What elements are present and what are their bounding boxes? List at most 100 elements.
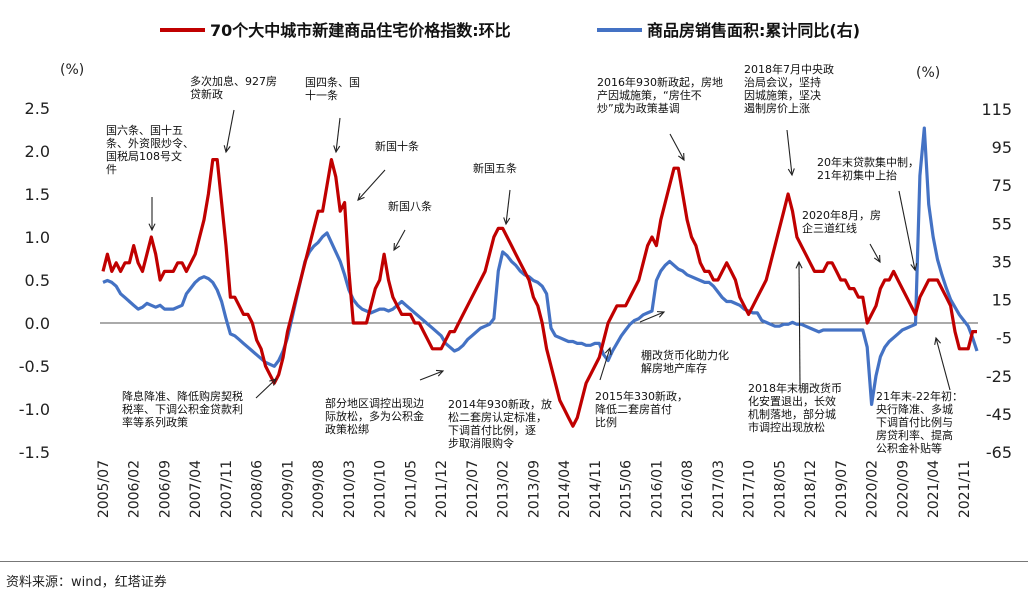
annotation-arrow (599, 347, 611, 381)
annotation-line: 化安置退出，长效 (748, 394, 836, 408)
annotation-line: 房贷利率、提高 (876, 428, 953, 442)
annotation-line: 新国八条 (388, 199, 432, 213)
x-tick-label: 2013/02 (496, 460, 512, 518)
annotation-line: 炒”成为政策基调 (597, 101, 680, 115)
annotation-line: 十一条 (305, 88, 338, 102)
x-tick-label: 2017/03 (711, 460, 727, 518)
left-tick-label: 2.0 (25, 142, 50, 161)
annotation-arrowhead (787, 168, 795, 177)
annotation: 20年末贷款集中制，21年初集中上抬 (817, 155, 919, 272)
annotation-arrow (898, 190, 916, 271)
legend-label-sales-area: 商品房销售面积:累计同比(右) (647, 21, 860, 40)
annotation-line: 21年初集中上抬 (817, 168, 897, 182)
annotation-arrowhead (333, 145, 341, 154)
annotation-line: 2018年7月中央政 (744, 62, 834, 76)
right-tick-label: -45 (986, 405, 1012, 424)
series-line-sales-area (102, 126, 979, 406)
x-tick-label: 2013/09 (526, 460, 542, 518)
annotation-line: 多次加息、927房 (190, 74, 277, 88)
left-tick-label: -1.0 (19, 400, 50, 419)
x-tick-label: 2006/02 (127, 460, 143, 518)
annotation-arrow (255, 378, 277, 399)
annotation-line: 央行降准、多城 (876, 402, 953, 416)
right-tick-label: 115 (981, 100, 1012, 119)
annotation-line: 解房地产库存 (641, 361, 707, 375)
annotation-line: 新国五条 (473, 161, 517, 175)
annotation-line: 国六条、国十五 (106, 123, 183, 137)
right-tick-label: -65 (986, 443, 1012, 462)
annotation-arrow (786, 129, 793, 176)
annotation-line: 降息降准、降低购房契税 (122, 389, 243, 403)
left-tick-label: 2.5 (25, 99, 50, 118)
left-axis: 2.5 2.0 1.5 1.0 0.5 0.0 -0.5 -1.0 -1.5 (19, 99, 50, 462)
x-tick-label: 2006/09 (158, 460, 174, 518)
x-tick-label: 2014/11 (588, 460, 604, 518)
right-axis: 115 95 75 55 35 15 -5 -25 -45 -65 (981, 100, 1012, 462)
right-tick-label: -5 (996, 329, 1012, 348)
annotation-line: 市调控出现放松 (748, 420, 825, 434)
x-tick-label: 2020/09 (895, 460, 911, 518)
x-axis: 2005/07 2006/02 2006/09 2007/04 2007/11 2008/… (96, 460, 973, 518)
left-tick-label: 1.0 (25, 228, 50, 247)
right-axis-unit: (%) (916, 65, 940, 81)
annotation: 新国五条 (473, 161, 517, 226)
annotation-arrowhead (604, 346, 612, 356)
annotation-arrow (357, 169, 386, 201)
annotation-line: 政策松绑 (325, 422, 369, 436)
annotation-line: 率等系列政策 (122, 415, 188, 429)
annotation-line: 2018年末棚改货币 (748, 381, 842, 395)
annotations: 国六条、国十五条、外资限炒令、国税局108号文件多次加息、927房贷新政国四条、… (106, 62, 963, 455)
annotation-arrow (335, 117, 341, 153)
x-tick-label: 2015/06 (619, 460, 635, 518)
annotation-line: 机制落地，部分城 (748, 407, 836, 421)
annotation-arrowhead (503, 217, 511, 226)
annotation-line: 遏制房价上涨 (744, 102, 810, 115)
right-tick-label: 75 (992, 176, 1012, 195)
x-tick-label: 2018/12 (803, 460, 819, 518)
source-note: 资料来源：wind，红塔证券 (6, 575, 167, 590)
legend: 70个大中城市新建商品住宅价格指数:环比 商品房销售面积:累计同比(右) (160, 21, 860, 40)
x-tick-label: 2009/01 (281, 460, 297, 518)
x-tick-label: 2010/10 (373, 460, 389, 518)
annotation-arrowhead (656, 311, 666, 318)
x-tick-label: 2007/11 (219, 460, 235, 518)
x-tick-label: 2009/08 (311, 460, 327, 518)
annotation-line: 松二套房认定标准， (448, 410, 547, 424)
annotation-arrow (639, 311, 665, 323)
annotation-line: 下调首付比例，逐 (448, 423, 536, 437)
x-tick-label: 2010/03 (342, 460, 358, 518)
annotation: 新国十条 (357, 139, 419, 201)
annotation-line: 件 (106, 163, 117, 176)
x-tick-label: 2020/02 (865, 460, 881, 518)
annotation-line: 21年末-22年初： (876, 389, 963, 403)
annotation-line: 棚改货币化助力化 (641, 348, 729, 362)
annotation-line: 部分地区调控出现边 (325, 396, 424, 410)
annotation-line: 条、外资限炒令、 (106, 136, 194, 150)
x-tick-label: 2005/07 (96, 460, 112, 518)
series-line-price-index (101, 158, 977, 428)
annotation-line: 2020年8月，房 (802, 208, 881, 222)
x-tick-label: 2008/06 (250, 460, 266, 518)
left-tick-label: -0.5 (19, 357, 50, 376)
annotation-line: 税率、下调公积金贷款利 (122, 402, 243, 416)
annotation-arrowhead (223, 145, 231, 154)
annotation-line: 际放松，多为公积金 (325, 409, 424, 423)
annotation: 新国八条 (388, 199, 432, 252)
right-tick-label: 55 (992, 214, 1012, 233)
annotation-arrowhead (357, 193, 365, 201)
x-tick-label: 2007/04 (188, 460, 204, 518)
annotation-line: 产因城施策，“房住不 (597, 88, 702, 102)
left-tick-label: 0.5 (25, 271, 50, 290)
annotation-line: 国税局108号文 (106, 149, 182, 163)
x-tick-label: 2018/05 (772, 460, 788, 518)
annotation-arrowhead (678, 152, 685, 162)
left-tick-label: -1.5 (19, 443, 50, 462)
